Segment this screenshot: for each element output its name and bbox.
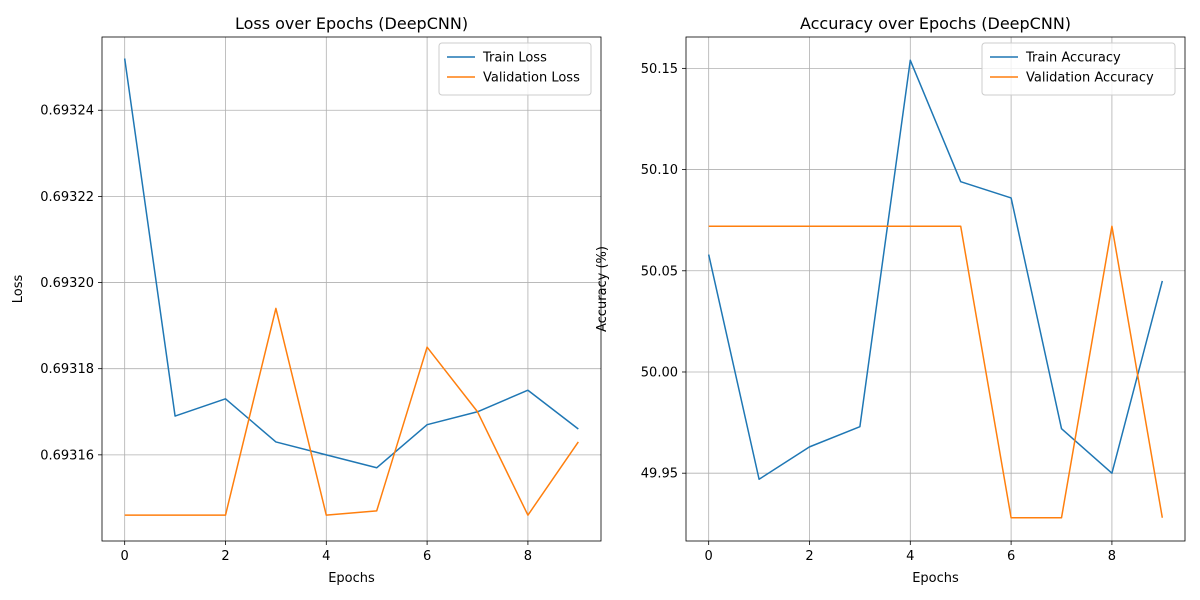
accuracy-legend-label: Validation Accuracy: [1026, 71, 1154, 86]
loss-y-tick-label: 0.69316: [40, 448, 94, 463]
accuracy-legend-label: Train Accuracy: [1025, 51, 1121, 66]
loss-x-tick-label: 2: [221, 549, 229, 564]
loss-series-line-0: [123, 58, 579, 469]
loss-series-line-1: [124, 307, 579, 516]
accuracy-x-tick-label: 2: [805, 549, 813, 564]
loss-x-tick-label: 4: [322, 549, 330, 564]
accuracy-x-axis-label: Epochs: [912, 571, 959, 586]
loss-y-axis-label: Loss: [11, 275, 26, 304]
accuracy-y-tick-label: 50.15: [641, 62, 678, 77]
accuracy-x-tick-label: 0: [705, 549, 713, 564]
loss-x-tick-label: 8: [524, 549, 532, 564]
loss-legend-box: [438, 42, 592, 96]
accuracy-x-tick-label: 4: [906, 549, 914, 564]
accuracy-x-tick-label: 6: [1007, 549, 1015, 564]
accuracy-axes-frame: [685, 36, 1186, 542]
loss-legend-label: Train Loss: [482, 51, 547, 66]
accuracy-y-tick-label: 49.95: [641, 467, 678, 482]
loss-chart: 0 2 4 6 8 0.69316 0.69318 0.69320 0.69322 0.69324…: [11, 14, 602, 586]
accuracy-y-tick-label: 50.05: [641, 264, 678, 279]
loss-axes-frame: [101, 36, 602, 542]
loss-x-tick-label: 6: [423, 549, 431, 564]
accuracy-x-tick-label: 8: [1108, 549, 1116, 564]
accuracy-y-axis-label: Accuracy (%): [595, 246, 610, 332]
loss-y-tick-label: 0.69318: [40, 362, 94, 377]
accuracy-legend-box: [981, 42, 1176, 96]
loss-y-tick-label: 0.69324: [40, 104, 94, 119]
accuracy-y-tick-label: 50.00: [641, 365, 678, 380]
accuracy-chart: 0 2 4 6 8 49.95 50.00 50.05 50.10 50.15 Accuracy o…: [595, 14, 1186, 586]
loss-x-tick-label: 0: [121, 549, 129, 564]
loss-x-axis-label: Epochs: [328, 571, 375, 586]
accuracy-series-line-0: [707, 59, 1164, 481]
loss-y-tick-label: 0.69322: [40, 190, 94, 205]
loss-legend-label: Validation Loss: [483, 71, 580, 86]
accuracy-y-tick-label: 50.10: [641, 163, 678, 178]
accuracy-series-line-1: [708, 225, 1164, 519]
accuracy-chart-title: Accuracy over Epochs (DeepCNN): [800, 14, 1071, 33]
loss-chart-title: Loss over Epochs (DeepCNN): [235, 14, 468, 33]
accuracy-legend: Train Accuracy Validation Accuracy: [981, 42, 1176, 96]
loss-legend: Train Loss Validation Loss: [438, 42, 592, 96]
loss-y-tick-label: 0.69320: [40, 276, 94, 291]
